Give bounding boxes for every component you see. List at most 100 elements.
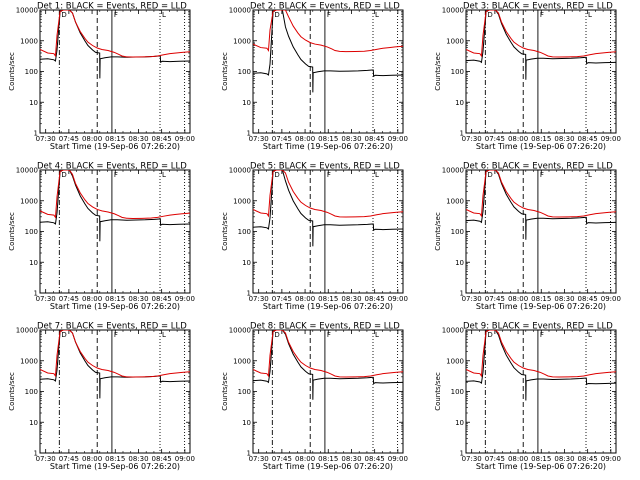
marker-label-f: F [540,331,544,339]
y-axis-label: Counts/sec [434,212,442,251]
series-events-line [466,330,616,401]
x-tick-label: 08:15 [318,295,338,303]
y-tick-label: 100 [238,228,251,236]
x-tick-label: 08:30 [128,455,148,463]
x-tick-label: 09:00 [175,295,195,303]
x-tick-label: 07:45 [485,135,505,143]
x-axis-label: Start Time (19-Sep-06 07:26:20) [263,302,393,311]
panel-plot-5: Det 5: BLACK = Events, RED = LLD 1 10 100 10… [221,162,408,312]
series-lld-line [466,170,616,218]
y-tick-label: 10000 [16,167,38,175]
y-tick-label: 10 [455,259,464,267]
panel-plot-1: Det 1: BLACK = Events, RED = LLD 1 10 100 10… [8,2,195,152]
series-events-line [466,10,616,80]
y-tick-label: 100 [238,388,251,396]
marker-label-d: D [487,171,492,179]
series-lld-line [466,330,616,378]
x-tick-label: 08:30 [128,295,148,303]
panel-plot-7: Det 7: BLACK = Events, RED = LLD 1 10 100 10… [8,322,195,472]
y-tick-label: 1000 [20,37,38,45]
marker-label-l: L [375,331,379,339]
panel-title: Det 9: BLACK = Events, RED = LLD [463,322,613,332]
x-tick-label: 08:45 [152,135,172,143]
x-axis-label: Start Time (19-Sep-06 07:26:20) [476,142,606,151]
y-tick-label: 1000 [20,357,38,365]
marker-label-f: F [114,171,118,179]
marker-label-f: F [114,331,118,339]
x-tick-label: 08:45 [152,295,172,303]
y-tick-label: 10 [455,99,464,107]
plot-frame [465,169,617,294]
y-axis-label: Counts/sec [8,52,16,91]
y-tick-label: 100 [451,228,464,236]
marker-label-d: D [487,331,492,339]
y-tick-label: 10000 [229,327,251,335]
detector-panel-2: Det 2: BLACK = Events, RED = LLD 1 10 100 10… [213,0,426,160]
x-tick-label: 08:30 [554,295,574,303]
y-tick-label: 1 [247,290,251,298]
y-tick-label: 100 [25,68,38,76]
x-tick-label: 08:00 [82,135,102,143]
x-tick-label: 07:30 [462,455,482,463]
panel-title: Det 4: BLACK = Events, RED = LLD [37,162,187,172]
panel-plot-2: Det 2: BLACK = Events, RED = LLD 1 10 100 10… [221,2,408,152]
y-axis-label: Counts/sec [221,52,229,91]
x-tick-label: 08:45 [365,135,385,143]
marker-label-l: L [162,331,166,339]
series-lld-line [253,170,403,218]
y-tick-label: 10 [29,259,38,267]
x-tick-label: 08:15 [531,455,551,463]
y-tick-label: 1 [460,130,464,138]
plot-frame [465,9,617,134]
x-tick-label: 07:30 [462,295,482,303]
marker-label-f: F [540,171,544,179]
y-tick-label: 1 [34,450,38,458]
detector-panel-6: Det 6: BLACK = Events, RED = LLD 1 10 100 10… [426,160,639,320]
x-tick-label: 08:00 [508,295,528,303]
x-tick-label: 07:45 [59,135,79,143]
x-tick-label: 08:00 [295,455,315,463]
series-events-line [466,170,616,240]
plot-frame [252,169,404,294]
x-axis-label: Start Time (19-Sep-06 07:26:20) [263,142,393,151]
x-tick-label: 07:30 [36,455,56,463]
y-tick-label: 10 [455,419,464,427]
y-axis-label: Counts/sec [434,52,442,91]
marker-label-d: D [274,11,279,19]
series-events-line [253,10,403,93]
x-tick-label: 07:30 [249,295,269,303]
marker-label-d: D [61,11,66,19]
panel-plot-3: Det 3: BLACK = Events, RED = LLD 1 10 100 10… [434,2,621,152]
y-tick-label: 10000 [229,167,251,175]
y-tick-label: 10000 [16,327,38,335]
x-tick-label: 07:30 [36,135,56,143]
x-tick-label: 07:45 [59,455,79,463]
panel-plot-4: Det 4: BLACK = Events, RED = LLD 1 10 100 10… [8,162,195,312]
series-lld-line [253,10,403,53]
x-tick-label: 07:45 [485,295,505,303]
series-lld-line [253,330,403,378]
panel-plot-8: Det 8: BLACK = Events, RED = LLD 1 10 100 10… [221,322,408,472]
y-tick-label: 10 [242,259,251,267]
x-tick-label: 08:30 [554,455,574,463]
x-tick-label: 08:15 [105,295,125,303]
x-axis-label: Start Time (19-Sep-06 07:26:20) [50,462,180,471]
x-tick-label: 09:00 [601,295,621,303]
marker-label-l: L [162,171,166,179]
x-tick-label: 08:45 [578,295,598,303]
y-tick-label: 1000 [446,37,464,45]
x-tick-label: 08:45 [365,295,385,303]
x-tick-label: 08:30 [341,135,361,143]
series-lld-line [466,10,616,58]
y-tick-label: 1000 [233,37,251,45]
plot-frame [252,329,404,454]
x-tick-label: 09:00 [601,455,621,463]
y-tick-label: 1000 [446,197,464,205]
y-tick-label: 1 [247,450,251,458]
x-tick-label: 08:15 [531,135,551,143]
x-tick-label: 08:30 [341,455,361,463]
y-tick-label: 10000 [229,7,251,15]
marker-label-l: L [375,11,379,19]
panel-plot-9: Det 9: BLACK = Events, RED = LLD 1 10 100 10… [434,322,621,472]
x-tick-label: 09:00 [388,295,408,303]
